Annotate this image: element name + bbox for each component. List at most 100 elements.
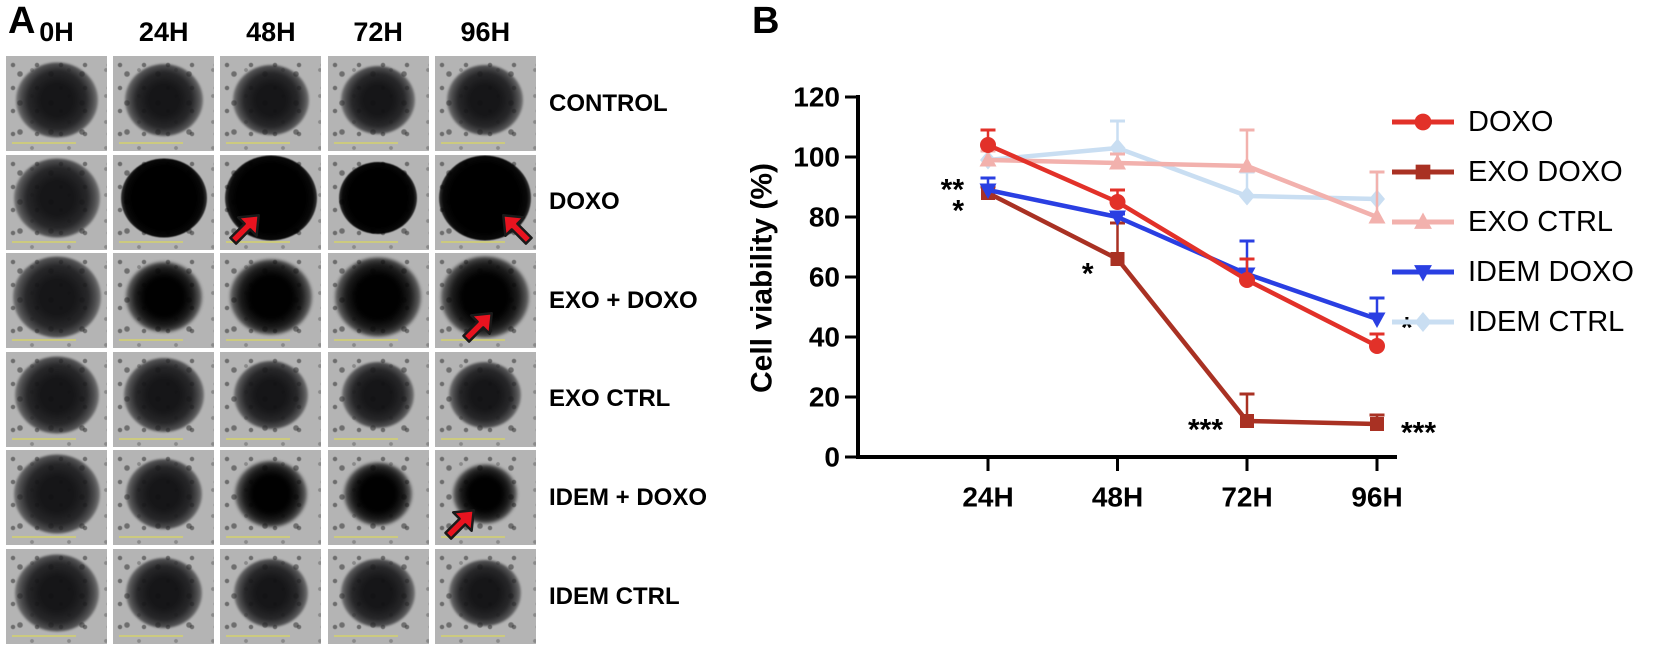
series-line-idem-ctrl (985, 145, 1380, 202)
triangle-up-marker (1368, 208, 1386, 224)
diamond-marker (1414, 312, 1432, 332)
scale-bar (12, 437, 76, 440)
circle-marker (980, 137, 996, 153)
scale-bar (440, 339, 505, 342)
y-axis-title: Cell viability (%) (746, 163, 779, 393)
spheroid (233, 558, 308, 627)
condition-label: CONTROL (549, 89, 668, 117)
condition-label: IDEM + DOXO (549, 483, 708, 511)
triangle-up-marker (1414, 212, 1432, 229)
spheroid-image (6, 549, 107, 644)
spheroid (13, 454, 100, 534)
significance-annotation: * (952, 195, 964, 228)
panel-a-label: A (8, 0, 36, 42)
x-tick-label: 48H (1092, 482, 1143, 513)
square-marker (1415, 164, 1431, 180)
spheroid (14, 356, 99, 434)
scale-bar (12, 142, 76, 144)
spheroid-image (220, 253, 322, 349)
scale-bar (333, 240, 398, 243)
spheroid-image (327, 549, 429, 644)
panel-b-label: B (752, 0, 780, 42)
series-line-idem-doxo (985, 187, 1380, 322)
timepoint-header: 0H (39, 17, 74, 47)
scale-bar (440, 240, 505, 243)
scale-bar (440, 536, 505, 539)
diamond-marker (1239, 186, 1255, 206)
scale-bar (226, 240, 291, 243)
triangle-down-marker (1414, 265, 1432, 282)
x-tick-label: 72H (1221, 482, 1272, 513)
red-arrow-icon (226, 208, 266, 248)
spheroid (342, 362, 415, 429)
triangle-up-marker (1109, 154, 1126, 170)
spheroid (12, 256, 101, 338)
spheroid-image (113, 56, 215, 151)
spheroid (120, 158, 207, 238)
y-tick-label: 120 (793, 82, 840, 113)
scale-bar (12, 635, 76, 637)
series-line-exo-doxo (985, 190, 1380, 427)
spheroid (125, 261, 202, 332)
legend-label: IDEM CTRL (1468, 306, 1624, 338)
spheroid-image (220, 549, 322, 644)
circle-marker (1109, 194, 1126, 210)
triangle-down-marker (1109, 210, 1126, 226)
spheroid-image (434, 253, 536, 349)
circle-marker (1239, 272, 1255, 288)
y-tick-label: 40 (809, 322, 840, 353)
spheroid (447, 64, 524, 135)
y-tick-label: 0 (824, 442, 840, 473)
spheroid-image (6, 351, 107, 447)
triangle-up-marker (979, 151, 997, 167)
scale-bar (12, 240, 76, 243)
condition-label: EXO + DOXO (549, 286, 698, 314)
cell-viability-chart: 0 20 40 60 80 100 120 24H 48H 72H 96H Cell viabilit… (746, 82, 1634, 513)
scale-bar (119, 142, 184, 144)
spheroid-image (327, 450, 429, 546)
spheroid (234, 461, 307, 528)
spheroid-image (6, 56, 107, 151)
spheroid-image (6, 450, 107, 546)
timepoint-header: 24H (138, 17, 189, 47)
circle-marker (1369, 338, 1385, 354)
spheroid (335, 257, 422, 337)
spheroid (233, 361, 308, 430)
spheroid-image (220, 351, 322, 447)
condition-label: EXO CTRL (549, 385, 671, 413)
spheroid (232, 64, 309, 135)
triangle-down-marker (1368, 312, 1386, 328)
spheroid-image (113, 450, 215, 546)
spheroid (125, 557, 202, 628)
x-tick-label: 96H (1351, 482, 1402, 513)
scale-bar (333, 635, 398, 637)
spheroid-image (327, 351, 429, 447)
panel-b: B 0 20 40 60 80 100 120 24H 48H 72H 96H Cell viabil… (700, 0, 1653, 652)
spheroid (339, 162, 418, 235)
y-tick-label: 20 (809, 382, 840, 413)
significance-annotation: * (1082, 258, 1094, 291)
scale-bar (333, 437, 398, 440)
spheroid (15, 62, 98, 138)
triangle-down-marker (979, 183, 997, 199)
spheroid-image (220, 56, 322, 151)
legend-label: EXO CTRL (1468, 206, 1613, 238)
scale-bar (226, 536, 291, 539)
legend-label: IDEM DOXO (1468, 256, 1634, 288)
spheroid (344, 462, 413, 526)
spheroid-image (113, 154, 215, 250)
spheroid (125, 459, 202, 530)
spheroid-image (113, 253, 215, 349)
spheroid-image (6, 154, 107, 250)
circle-marker (1414, 113, 1432, 131)
y-tick-label: 80 (809, 202, 840, 233)
legend-label: EXO DOXO (1468, 156, 1623, 188)
timepoint-header: 72H (353, 17, 403, 47)
scale-bar (119, 635, 184, 637)
spheroid-image (220, 450, 322, 546)
significance-annotation: *** (1188, 414, 1223, 447)
scale-bar (119, 240, 184, 243)
spheroid-image (327, 56, 429, 151)
spheroid (341, 558, 416, 627)
spheroid (229, 259, 312, 335)
